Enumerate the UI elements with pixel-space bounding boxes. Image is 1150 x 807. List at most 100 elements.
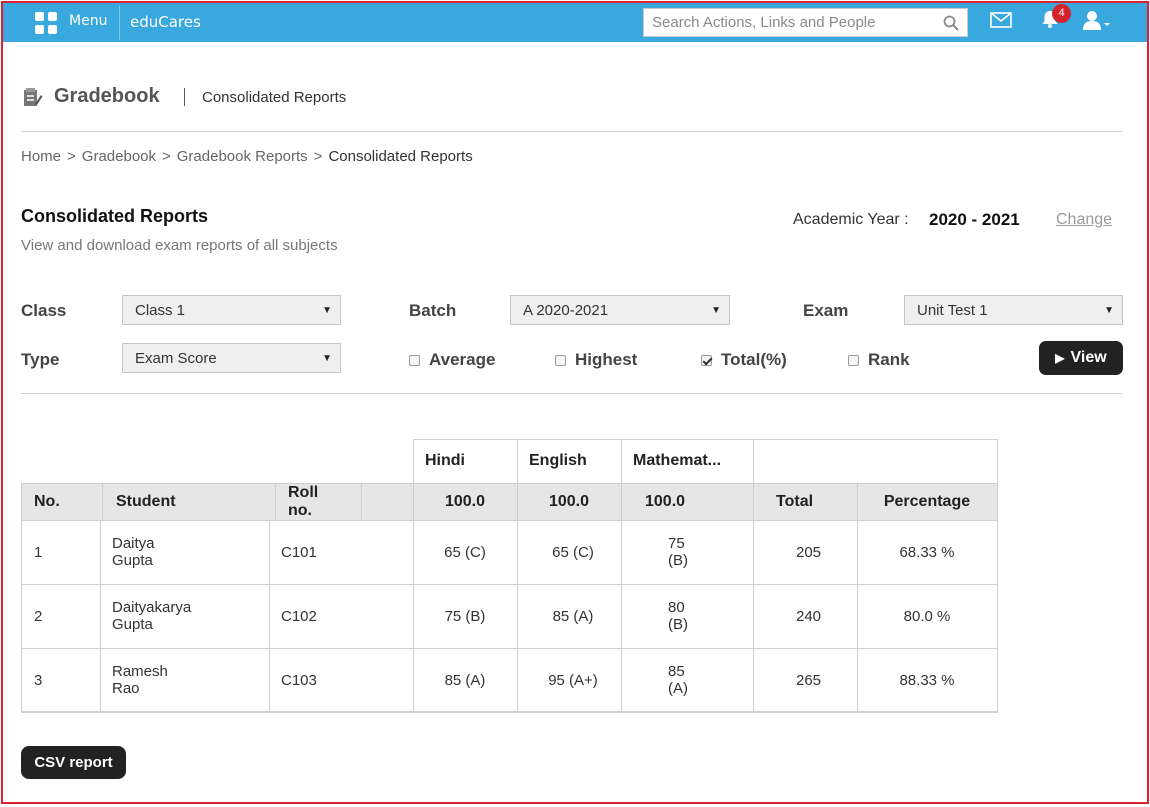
average-label: Average (429, 350, 496, 369)
table-gridline (21, 711, 998, 713)
table-gridline (413, 439, 998, 440)
search-icon[interactable] (943, 15, 959, 31)
batch-select[interactable]: A 2020-2021 ▼ (510, 295, 730, 325)
exam-label: Exam (803, 301, 849, 320)
dropdown-arrow-icon: ▼ (322, 353, 332, 364)
search-input[interactable] (644, 9, 934, 36)
section-title: Consolidated Reports (21, 206, 209, 226)
row3-total: 265 (796, 671, 822, 689)
table-gridline (275, 483, 276, 520)
divider (21, 131, 1122, 132)
row2-total: 240 (796, 607, 822, 625)
checkbox-box-checked[interactable] (701, 354, 712, 366)
row3-no: 3 (34, 671, 43, 689)
csv-report-button[interactable]: CSV report (21, 746, 126, 779)
table-gridline (269, 520, 270, 712)
view-button[interactable]: ▶ View (1039, 341, 1123, 375)
subject-header-row (413, 439, 997, 483)
user-icon[interactable] (1082, 10, 1112, 32)
breadcrumb-current: Consolidated Reports (328, 148, 473, 165)
highest-checkbox[interactable]: Highest (555, 350, 637, 370)
row1-roll: C101 (281, 543, 317, 561)
max-marks-english: 100.0 (517, 483, 621, 520)
table-gridline (857, 483, 858, 712)
type-label: Type (21, 350, 60, 369)
checkbox-box[interactable] (409, 354, 420, 366)
divider (21, 393, 1122, 394)
academic-year-value: 2020 - 2021 (929, 210, 1020, 229)
max-marks-hindi: 100.0 (413, 483, 517, 520)
table-gridline (21, 648, 998, 649)
class-label: Class (21, 301, 67, 320)
average-checkbox[interactable]: Average (409, 350, 495, 370)
checkbox-box[interactable] (848, 354, 859, 366)
highest-label: Highest (575, 350, 638, 369)
breadcrumb-separator: > (313, 148, 323, 165)
grid-icon (35, 11, 57, 34)
table-gridline (753, 439, 754, 712)
column-header-student: Student (116, 483, 176, 520)
breadcrumb-home[interactable]: Home (21, 148, 62, 165)
page-subtitle: Consolidated Reports (202, 89, 347, 106)
play-icon: ▶ (1055, 351, 1065, 365)
breadcrumb-separator: > (67, 148, 76, 165)
total-percent-checkbox[interactable]: Total(%) (701, 350, 787, 370)
class-select[interactable]: Class 1 ▼ (122, 295, 341, 325)
table-gridline (361, 483, 362, 520)
row2-english: 85 (A) (552, 607, 594, 625)
row3-mathematics: 85 (A) (668, 663, 688, 697)
dropdown-arrow-icon: ▼ (322, 305, 332, 316)
brand-link[interactable]: eduCares (130, 13, 201, 31)
breadcrumb-separator: > (162, 148, 171, 165)
type-select-value: Exam Score (135, 350, 217, 367)
row2-percentage: 80.0 % (903, 607, 951, 625)
checkbox-box[interactable] (555, 354, 566, 366)
column-header-total: Total (753, 483, 857, 520)
breadcrumb-gradebook[interactable]: Gradebook (81, 148, 156, 165)
mail-icon[interactable] (990, 12, 1012, 28)
table-gridline (21, 483, 998, 484)
column-header-no: No. (34, 483, 60, 520)
subject-header-english: English (529, 452, 587, 469)
menu-label: Menu (69, 12, 108, 29)
row1-student: Daitya Gupta (112, 535, 155, 569)
row3-english: 95 (A+) (548, 671, 598, 689)
section-description: View and download exam reports of all su… (21, 237, 338, 254)
subject-header-hindi: Hindi (425, 452, 465, 469)
row2-student: Daityakarya Gupta (112, 599, 192, 633)
dropdown-arrow-icon: ▼ (711, 305, 721, 316)
table-gridline (21, 520, 998, 521)
exam-select-value: Unit Test 1 (917, 302, 988, 319)
topbar-divider (119, 6, 120, 40)
rank-label: Rank (868, 350, 910, 369)
exam-select[interactable]: Unit Test 1 ▼ (904, 295, 1123, 325)
row3-roll: C103 (281, 671, 317, 689)
row2-mathematics: 80 (B) (668, 599, 688, 633)
row3-hindi: 85 (A) (444, 671, 486, 689)
breadcrumb-gradebook-reports[interactable]: Gradebook Reports (176, 148, 308, 165)
row1-english: 65 (C) (552, 543, 594, 561)
gradebook-icon (24, 88, 43, 106)
change-year-link[interactable]: Change (1056, 211, 1113, 228)
row1-hindi: 65 (C) (444, 543, 486, 561)
type-select[interactable]: Exam Score ▼ (122, 343, 341, 373)
row2-roll: C102 (281, 607, 317, 625)
column-header-percentage: Percentage (857, 483, 997, 520)
class-select-value: Class 1 (135, 302, 186, 319)
title-separator (184, 88, 185, 106)
table-gridline (517, 439, 518, 712)
table-gridline (100, 520, 101, 712)
search-box (643, 8, 968, 37)
total-percent-label: Total(%) (721, 350, 787, 369)
table-gridline (413, 439, 414, 712)
row1-no: 1 (34, 543, 43, 561)
academic-year-label: Academic Year : (793, 211, 909, 228)
subject-header-mathematics: Mathemat... (633, 452, 722, 469)
menu-button[interactable]: Menu (25, 3, 117, 42)
row1-mathematics: 75 (B) (668, 535, 688, 569)
table-gridline (621, 439, 622, 712)
breadcrumb: Home > Gradebook > Gradebook Reports > Consoli… (21, 148, 473, 165)
rank-checkbox[interactable]: Rank (848, 350, 910, 370)
notification-badge: 4 (1052, 4, 1071, 23)
